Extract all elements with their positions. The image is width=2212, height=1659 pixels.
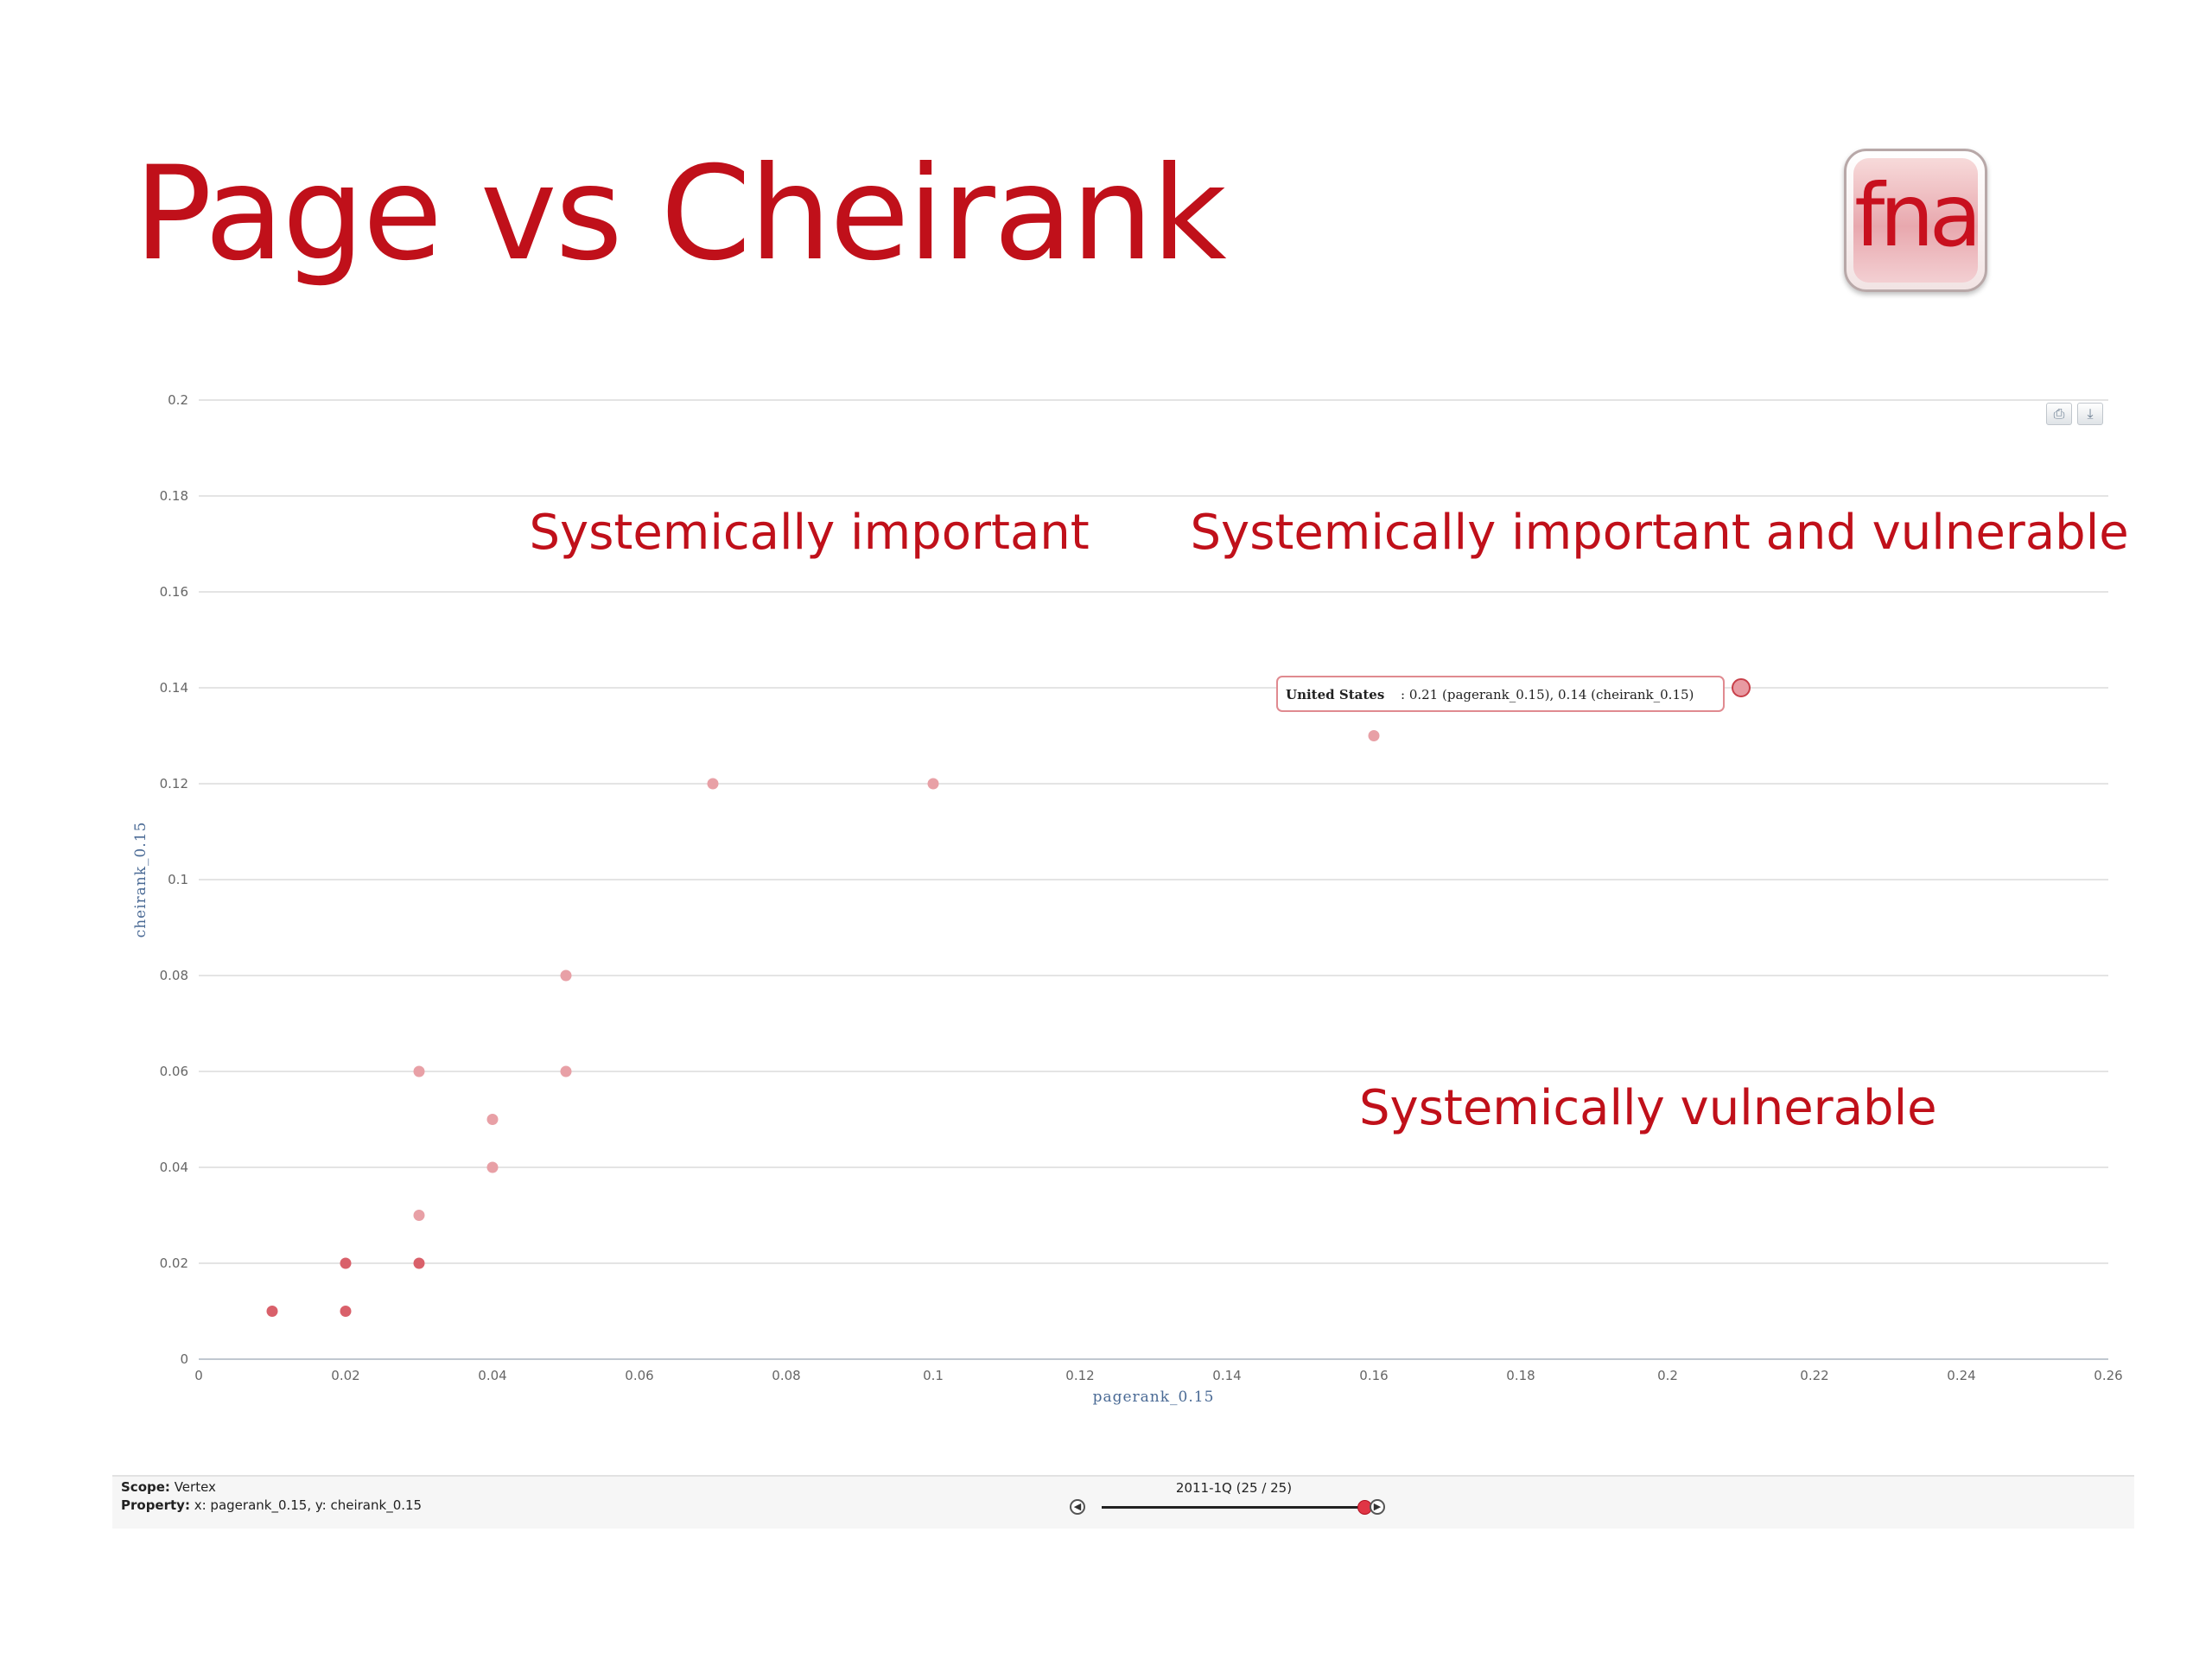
data-point[interactable]	[707, 778, 719, 790]
period-label: 2011-1Q (25 / 25)	[1175, 1480, 1293, 1496]
data-point[interactable]	[413, 1065, 425, 1077]
x-tick-label: 0	[194, 1368, 203, 1383]
y-tick-label: 0	[180, 1351, 188, 1367]
y-tick-label: 0.12	[160, 776, 188, 791]
slide-title: Page vs Cheirank	[134, 139, 1227, 289]
fna-logo: fna	[1844, 149, 1987, 292]
print-button[interactable]: ⎙	[2046, 403, 2072, 425]
data-point[interactable]	[560, 1065, 572, 1077]
x-tick-label: 0.14	[1212, 1368, 1241, 1383]
property-line: Property: x: pagerank_0.15, y: cheirank_…	[121, 1497, 422, 1513]
property-value: x: pagerank_0.15, y: cheirank_0.15	[194, 1497, 423, 1513]
property-label: Property:	[121, 1497, 190, 1513]
y-tick-label: 0.04	[160, 1160, 188, 1175]
quadrant-label: Systemically important	[530, 505, 1090, 561]
logo-background	[1853, 158, 1978, 283]
chevron-right-icon: ▶	[1373, 1501, 1382, 1512]
scope-label: Scope:	[121, 1479, 170, 1495]
x-tick-label: 0.02	[331, 1368, 359, 1383]
scope-value: Vertex	[174, 1479, 216, 1495]
quadrant-annotations: Systemically important Systemically impor…	[530, 505, 2129, 1136]
data-point[interactable]	[486, 1161, 499, 1173]
y-tick-label: 0.16	[160, 584, 188, 600]
data-point[interactable]	[486, 1114, 499, 1125]
y-tick-label: 0.02	[160, 1255, 188, 1271]
data-point-highlighted[interactable]	[1732, 678, 1751, 697]
x-tick-label: 0.2	[1657, 1368, 1678, 1383]
x-tick-label: 0.24	[1947, 1368, 1975, 1383]
y-tick-label: 0.2	[168, 392, 188, 408]
download-icon: ⤓	[2087, 405, 2094, 422]
next-period-button[interactable]: ▶	[1370, 1499, 1385, 1515]
x-tick-label: 0.04	[478, 1368, 506, 1383]
y-tick-label: 0.14	[160, 680, 188, 696]
x-tick-label: 0.18	[1506, 1368, 1535, 1383]
tooltip-country: United States	[1286, 687, 1384, 702]
y-tick-label: 0.18	[160, 488, 188, 504]
tooltip: United States : 0.21 (pagerank_0.15), 0.…	[1276, 676, 1725, 712]
x-tick-label: 0.16	[1359, 1368, 1388, 1383]
x-tick-label: 0.26	[2094, 1368, 2122, 1383]
footer-bar: Scope: Vertex Property: x: pagerank_0.15…	[112, 1475, 2134, 1529]
y-tick-label: 0.1	[168, 872, 188, 887]
tooltip-box	[1276, 676, 1725, 712]
scope-line: Scope: Vertex	[121, 1479, 216, 1495]
y-tick-label: 0.06	[160, 1064, 188, 1079]
scatter-chart: 00.020.040.060.080.10.120.140.160.180.2 …	[132, 392, 2129, 1406]
chart-grid	[199, 399, 2108, 1264]
data-points	[266, 678, 1751, 1317]
data-point[interactable]	[560, 969, 572, 982]
quadrant-label: Systemically vulnerable	[1359, 1080, 1937, 1136]
x-tick-label: 0.22	[1800, 1368, 1828, 1383]
data-point[interactable]	[413, 1210, 425, 1221]
x-axis-title: pagerank_0.15	[1093, 1389, 1215, 1406]
data-point[interactable]	[340, 1257, 352, 1269]
time-slider-track[interactable]	[1102, 1506, 1365, 1509]
x-tick-label: 0.06	[625, 1368, 653, 1383]
data-point[interactable]	[1368, 730, 1380, 741]
printer-icon: ⎙	[2053, 405, 2065, 422]
data-point[interactable]	[927, 778, 939, 790]
data-point[interactable]	[340, 1306, 352, 1317]
x-tick-label: 0.1	[923, 1368, 944, 1383]
y-tick-label: 0.08	[160, 968, 188, 983]
y-axis-title: cheirank_0.15	[132, 822, 149, 938]
x-axis-ticks: 0 0.02 0.04 0.06 0.08 0.1 0.12 0.14 0.16 0.18 0.2 0…	[194, 1368, 2122, 1383]
logo-text: fna	[1854, 165, 1982, 266]
quadrant-label: Systemically important and vulnerable	[1191, 505, 2129, 561]
previous-period-button[interactable]: ◀	[1070, 1499, 1085, 1515]
data-point[interactable]	[266, 1306, 278, 1317]
y-axis-ticks: 0 0.02 0.04 0.06 0.08 0.1 0.12 0.14 0.16 0.18 0.2	[160, 392, 188, 1367]
data-point[interactable]	[413, 1257, 425, 1269]
x-tick-label: 0.12	[1065, 1368, 1094, 1383]
download-button[interactable]: ⤓	[2077, 403, 2103, 425]
tooltip-values: : 0.21 (pagerank_0.15), 0.14 (cheirank_0…	[1401, 687, 1694, 702]
chevron-left-icon: ◀	[1073, 1501, 1082, 1512]
x-tick-label: 0.08	[772, 1368, 800, 1383]
